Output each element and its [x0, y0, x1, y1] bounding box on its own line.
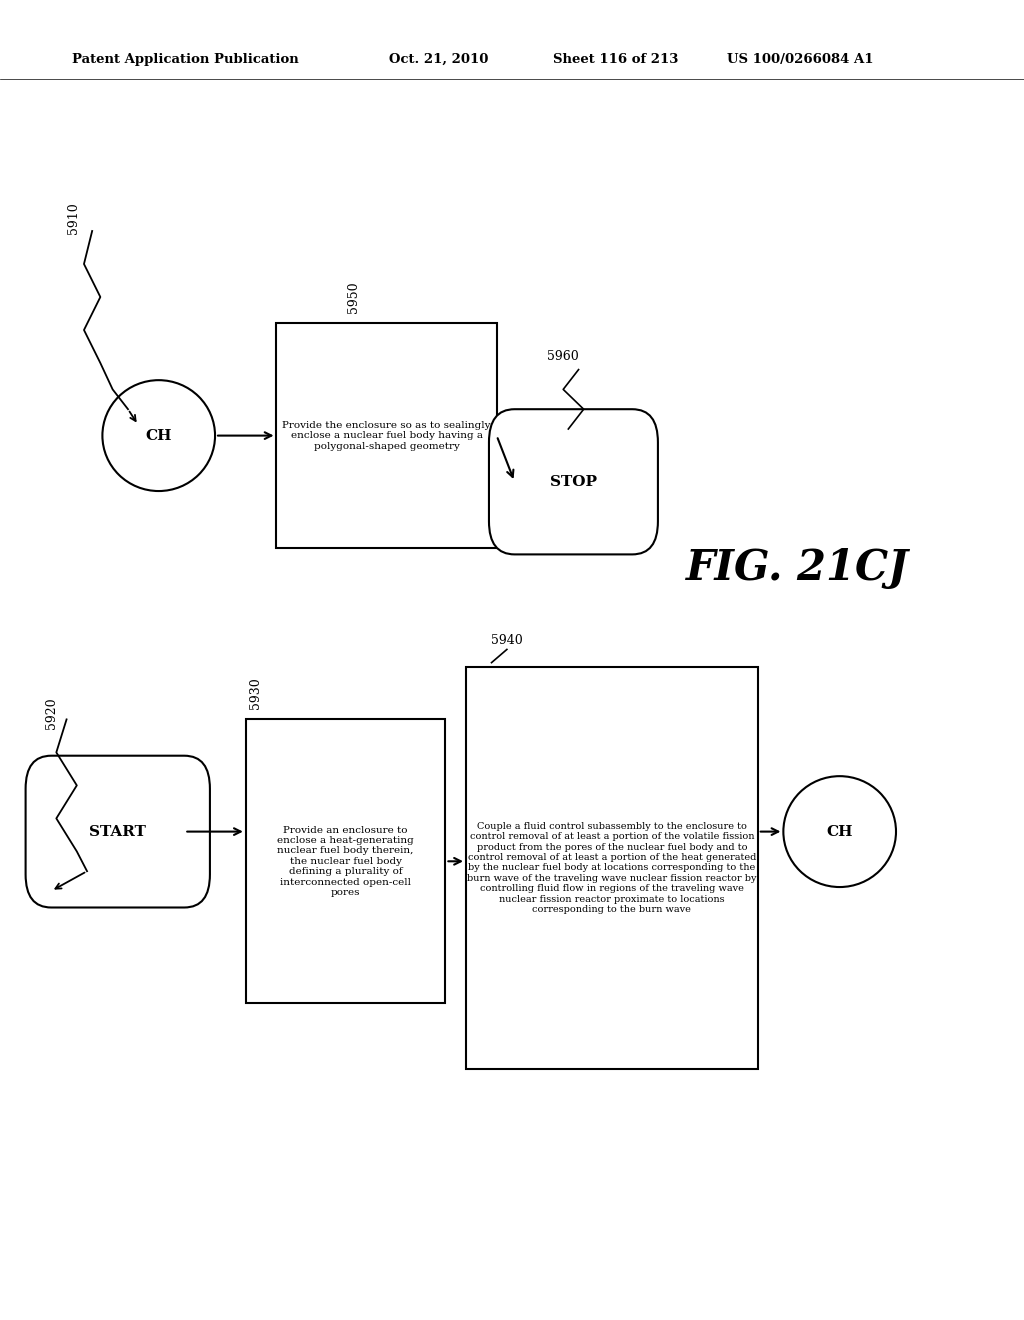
- Text: 5930: 5930: [250, 677, 262, 709]
- FancyBboxPatch shape: [246, 719, 445, 1003]
- FancyBboxPatch shape: [466, 667, 758, 1069]
- Text: 5950: 5950: [347, 281, 360, 313]
- Text: Couple a fluid control subassembly to the enclosure to
control removal of at lea: Couple a fluid control subassembly to th…: [467, 822, 757, 913]
- FancyBboxPatch shape: [276, 323, 497, 548]
- Text: STOP: STOP: [550, 475, 597, 488]
- Text: 5920: 5920: [45, 697, 57, 729]
- Text: Patent Application Publication: Patent Application Publication: [72, 53, 298, 66]
- Text: Oct. 21, 2010: Oct. 21, 2010: [389, 53, 488, 66]
- Text: 5960: 5960: [547, 350, 580, 363]
- Text: Provide the enclosure so as to sealingly
enclose a nuclear fuel body having a
po: Provide the enclosure so as to sealingly…: [283, 421, 490, 450]
- Text: Provide an enclosure to
enclose a heat-generating
nuclear fuel body therein,
the: Provide an enclosure to enclose a heat-g…: [278, 825, 414, 898]
- Text: Sheet 116 of 213: Sheet 116 of 213: [553, 53, 678, 66]
- Text: START: START: [89, 825, 146, 838]
- Text: FIG. 21CJ: FIG. 21CJ: [686, 546, 909, 589]
- Text: 5910: 5910: [68, 202, 80, 234]
- Text: 5940: 5940: [490, 634, 523, 647]
- Text: CH: CH: [826, 825, 853, 838]
- Text: CH: CH: [145, 429, 172, 442]
- FancyBboxPatch shape: [26, 755, 210, 908]
- Text: US 100/0266084 A1: US 100/0266084 A1: [727, 53, 873, 66]
- FancyBboxPatch shape: [489, 409, 658, 554]
